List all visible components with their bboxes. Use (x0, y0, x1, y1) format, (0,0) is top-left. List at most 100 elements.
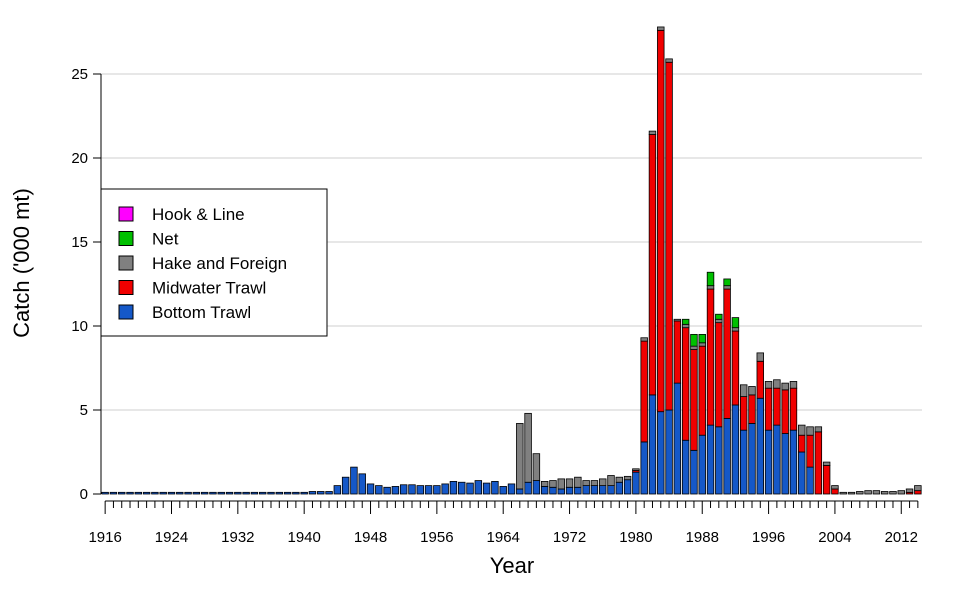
bar-segment (283, 491, 292, 495)
bar-segment (341, 476, 350, 495)
bar-segment (739, 429, 748, 495)
bar-segment (234, 491, 242, 495)
x-tick-label: 1916 (88, 529, 121, 546)
bar-segment (856, 491, 864, 495)
bar-segment (607, 475, 615, 486)
bar-segment (607, 485, 615, 495)
bar-segment (565, 486, 574, 495)
bar-segment (292, 491, 300, 495)
x-tick-label: 2004 (818, 529, 851, 546)
bar-segment (540, 480, 549, 487)
bar-segment (880, 491, 889, 495)
bar-segment (715, 426, 723, 495)
x-axis-title: Year (490, 553, 534, 578)
bar-segment (516, 423, 524, 490)
bar-segment (333, 485, 342, 495)
bar-segment (698, 345, 706, 436)
bar-segment (574, 476, 582, 488)
bar-segment (773, 424, 781, 495)
bar-segment (764, 387, 773, 431)
bar-segment (615, 476, 624, 483)
bar-segment (557, 478, 565, 490)
bar-segment (723, 278, 731, 287)
bar-segment (184, 491, 192, 495)
bar-segment (142, 491, 151, 495)
bar-segment (599, 478, 607, 487)
bar-segment (690, 333, 698, 347)
bar-segment (491, 480, 499, 495)
bar-segment (764, 381, 773, 389)
bar-segment (690, 349, 698, 451)
bar-segment (731, 327, 740, 332)
bar-segment (690, 345, 698, 350)
bar-segment (225, 491, 234, 495)
bar-segment (109, 491, 118, 495)
bar-segment (657, 411, 665, 495)
bar-segment (524, 481, 532, 495)
y-tick-label: 15 (71, 234, 88, 251)
bar-segment (540, 486, 549, 495)
legend-label: Hook & Line (152, 205, 245, 224)
bar-segment (731, 404, 740, 495)
bar-segment (798, 451, 806, 495)
bar-segment (673, 318, 682, 322)
bar-segment (748, 386, 756, 396)
y-tick-label: 25 (71, 66, 88, 83)
y-tick-label: 20 (71, 150, 88, 167)
bar-segment (648, 134, 657, 396)
bar-segment (706, 424, 715, 495)
bar-segment (375, 485, 383, 495)
bar-segment (914, 490, 922, 495)
bar-segment (715, 318, 723, 324)
bar-segment (640, 441, 648, 495)
bar-segment (731, 317, 740, 329)
bar-segment (781, 433, 789, 495)
y-axis-title: Catch ('000 mt) (9, 188, 34, 338)
bar-segment (715, 322, 723, 428)
bar-segment (441, 483, 449, 495)
bar-segment (383, 486, 391, 495)
bar-segment (242, 491, 250, 495)
bar-segment (267, 491, 275, 495)
bar-segment (831, 485, 839, 490)
bar-segment (748, 394, 756, 424)
bar-segment (474, 480, 483, 495)
bar-segment (723, 288, 731, 419)
bar-segment (897, 490, 905, 495)
bar-segment (300, 491, 308, 495)
bar-segment (864, 490, 872, 495)
bar-segment (681, 323, 690, 329)
bar-segment (308, 491, 317, 495)
bar-segment (615, 481, 624, 495)
bar-segment (698, 333, 706, 344)
x-tick-label: 1932 (221, 529, 254, 546)
y-tick-label: 5 (80, 402, 88, 419)
bar-segment (789, 381, 798, 389)
bar-segment (408, 484, 416, 495)
bar-segment (192, 491, 201, 495)
bar-segment (831, 488, 839, 495)
bar-segment (532, 480, 541, 495)
bar-segment (549, 486, 557, 495)
bar-segment (557, 488, 565, 495)
bar-segment (839, 491, 847, 495)
legend-label: Bottom Trawl (152, 303, 251, 322)
x-tick-label: 2012 (885, 529, 918, 546)
x-tick-label: 1972 (553, 529, 586, 546)
legend-box (100, 188, 328, 337)
y-tick-label: 10 (71, 318, 88, 335)
bar-segment (507, 483, 516, 495)
x-tick-label: 1980 (619, 529, 652, 546)
bar-segment (458, 481, 466, 495)
bar-segment (358, 473, 366, 495)
bar-segment (590, 485, 599, 495)
bar-segment (574, 486, 582, 495)
x-tick-label: 1940 (287, 529, 320, 546)
bar-segment (640, 337, 648, 342)
x-tick-label: 1956 (420, 529, 453, 546)
bar-segment (756, 397, 764, 495)
bar-segment (118, 491, 126, 495)
bar-segment (681, 318, 690, 325)
bar-segment (209, 491, 217, 495)
bar-segment (151, 491, 159, 495)
